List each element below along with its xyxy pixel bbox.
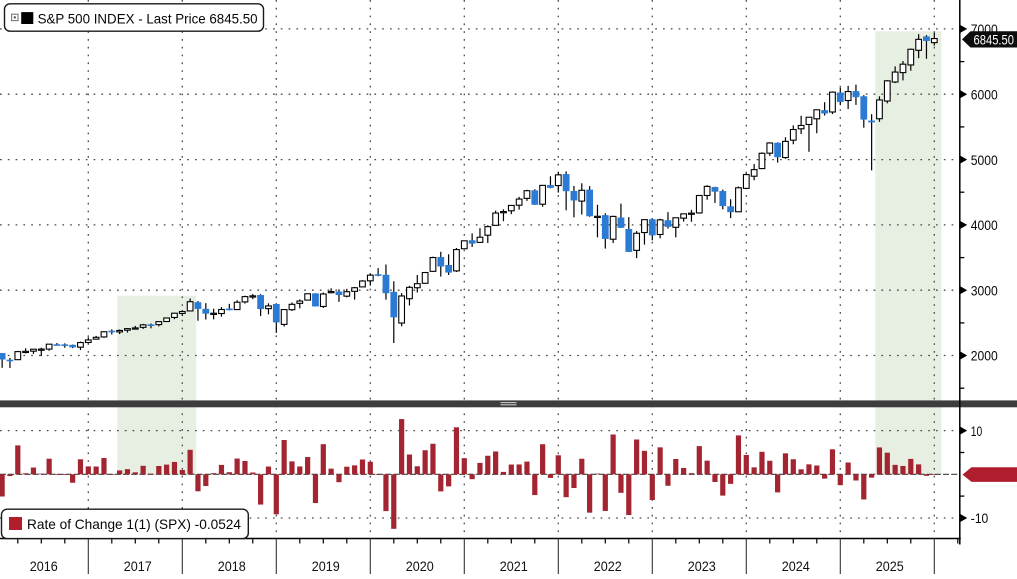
svg-text:2018: 2018 (218, 558, 246, 574)
svg-text:2023: 2023 (688, 558, 716, 574)
svg-text:2000: 2000 (971, 349, 998, 364)
svg-text:S&P 500 INDEX - Last Price 684: S&P 500 INDEX - Last Price 6845.50 (38, 10, 258, 26)
svg-text:6000: 6000 (971, 87, 998, 102)
svg-text:2024: 2024 (782, 558, 810, 574)
svg-text:5000: 5000 (971, 153, 998, 168)
svg-text:4000: 4000 (971, 218, 998, 233)
svg-text:2022: 2022 (594, 558, 622, 574)
svg-text:Rate of Change 1(1) (SPX) -0.: Rate of Change 1(1) (SPX) -0.0524 (27, 516, 241, 532)
svg-text:6845.50: 6845.50 (974, 32, 1015, 47)
svg-text:2017: 2017 (124, 558, 152, 574)
svg-text:2021: 2021 (500, 558, 528, 574)
svg-text:2019: 2019 (312, 558, 340, 574)
svg-text:3000: 3000 (971, 283, 998, 298)
svg-text:10: 10 (971, 424, 983, 439)
svg-text:2020: 2020 (406, 558, 434, 574)
svg-text:2016: 2016 (30, 558, 58, 574)
svg-text:2025: 2025 (876, 558, 904, 574)
svg-text:-10: -10 (971, 511, 989, 526)
